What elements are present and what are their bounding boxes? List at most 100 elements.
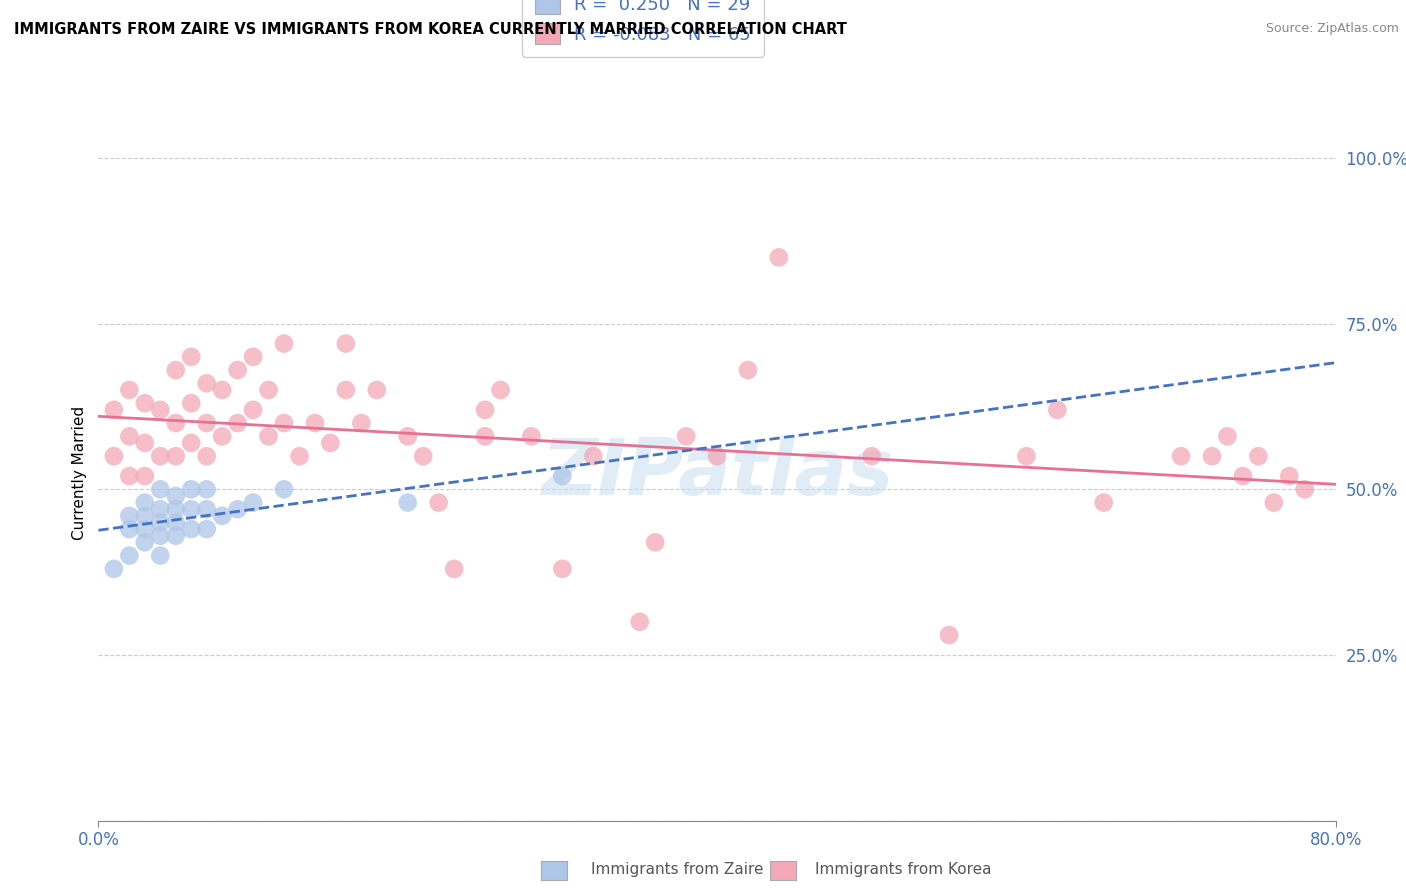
Point <box>195 449 218 463</box>
Point <box>288 449 311 463</box>
Point <box>180 483 202 497</box>
Point <box>474 429 496 443</box>
Text: ZIPatlas: ZIPatlas <box>541 434 893 511</box>
Point <box>350 416 373 430</box>
Point <box>257 429 280 443</box>
Text: Immigrants from Korea: Immigrants from Korea <box>815 863 993 877</box>
Point <box>628 615 651 629</box>
Point <box>319 436 342 450</box>
Point <box>1092 495 1115 509</box>
Point <box>675 429 697 443</box>
Point <box>134 495 156 509</box>
Point <box>134 522 156 536</box>
Point <box>165 449 187 463</box>
Point <box>180 350 202 364</box>
Point <box>396 429 419 443</box>
Point <box>1232 469 1254 483</box>
Text: IMMIGRANTS FROM ZAIRE VS IMMIGRANTS FROM KOREA CURRENTLY MARRIED CORRELATION CHA: IMMIGRANTS FROM ZAIRE VS IMMIGRANTS FROM… <box>14 22 846 37</box>
Point <box>335 383 357 397</box>
Point <box>1263 495 1285 509</box>
Point <box>860 449 883 463</box>
Point <box>273 416 295 430</box>
Point <box>226 363 249 377</box>
Point <box>768 251 790 265</box>
Y-axis label: Currently Married: Currently Married <box>72 406 87 540</box>
Point <box>211 383 233 397</box>
Point <box>180 436 202 450</box>
Point <box>165 502 187 516</box>
Point <box>226 416 249 430</box>
Point <box>149 483 172 497</box>
Point <box>582 449 605 463</box>
Point <box>1294 483 1316 497</box>
Point <box>1015 449 1038 463</box>
Point <box>396 495 419 509</box>
Point <box>149 402 172 417</box>
Point <box>1247 449 1270 463</box>
Point <box>134 436 156 450</box>
Point <box>195 376 218 391</box>
Point <box>195 416 218 430</box>
Point <box>118 383 141 397</box>
Point <box>134 469 156 483</box>
Point <box>938 628 960 642</box>
Point <box>195 522 218 536</box>
Point <box>149 549 172 563</box>
Point <box>366 383 388 397</box>
Point <box>149 516 172 530</box>
Point <box>211 429 233 443</box>
Point <box>165 516 187 530</box>
Point <box>195 502 218 516</box>
Text: Source: ZipAtlas.com: Source: ZipAtlas.com <box>1265 22 1399 36</box>
Point <box>103 562 125 576</box>
Point <box>134 508 156 523</box>
Point <box>165 363 187 377</box>
Point <box>257 383 280 397</box>
Point <box>195 483 218 497</box>
Point <box>427 495 450 509</box>
Point <box>1170 449 1192 463</box>
Point <box>118 469 141 483</box>
Point <box>1216 429 1239 443</box>
Point <box>242 495 264 509</box>
Point <box>118 508 141 523</box>
Point <box>134 396 156 410</box>
Legend: R =  0.250   N = 29, R = -0.083   N = 65: R = 0.250 N = 29, R = -0.083 N = 65 <box>522 0 763 57</box>
Point <box>242 402 264 417</box>
Point <box>1046 402 1069 417</box>
Point <box>520 429 543 443</box>
Point <box>1201 449 1223 463</box>
Point <box>1278 469 1301 483</box>
Point <box>165 529 187 543</box>
Point <box>149 529 172 543</box>
Point <box>211 508 233 523</box>
Point <box>474 402 496 417</box>
Point <box>304 416 326 430</box>
Point <box>551 562 574 576</box>
Point <box>443 562 465 576</box>
Point <box>737 363 759 377</box>
Point <box>226 502 249 516</box>
Point <box>134 535 156 549</box>
Point <box>118 549 141 563</box>
Point <box>180 502 202 516</box>
Point <box>180 522 202 536</box>
Text: Immigrants from Zaire: Immigrants from Zaire <box>591 863 763 877</box>
Point <box>273 336 295 351</box>
Point <box>165 489 187 503</box>
Point <box>180 396 202 410</box>
Point <box>149 449 172 463</box>
Point <box>335 336 357 351</box>
Point <box>273 483 295 497</box>
Point <box>242 350 264 364</box>
Point <box>165 416 187 430</box>
Point <box>118 522 141 536</box>
Point <box>103 449 125 463</box>
Point <box>551 469 574 483</box>
Point <box>706 449 728 463</box>
Point <box>149 502 172 516</box>
Point <box>489 383 512 397</box>
Point <box>103 402 125 417</box>
Point <box>118 429 141 443</box>
Point <box>412 449 434 463</box>
